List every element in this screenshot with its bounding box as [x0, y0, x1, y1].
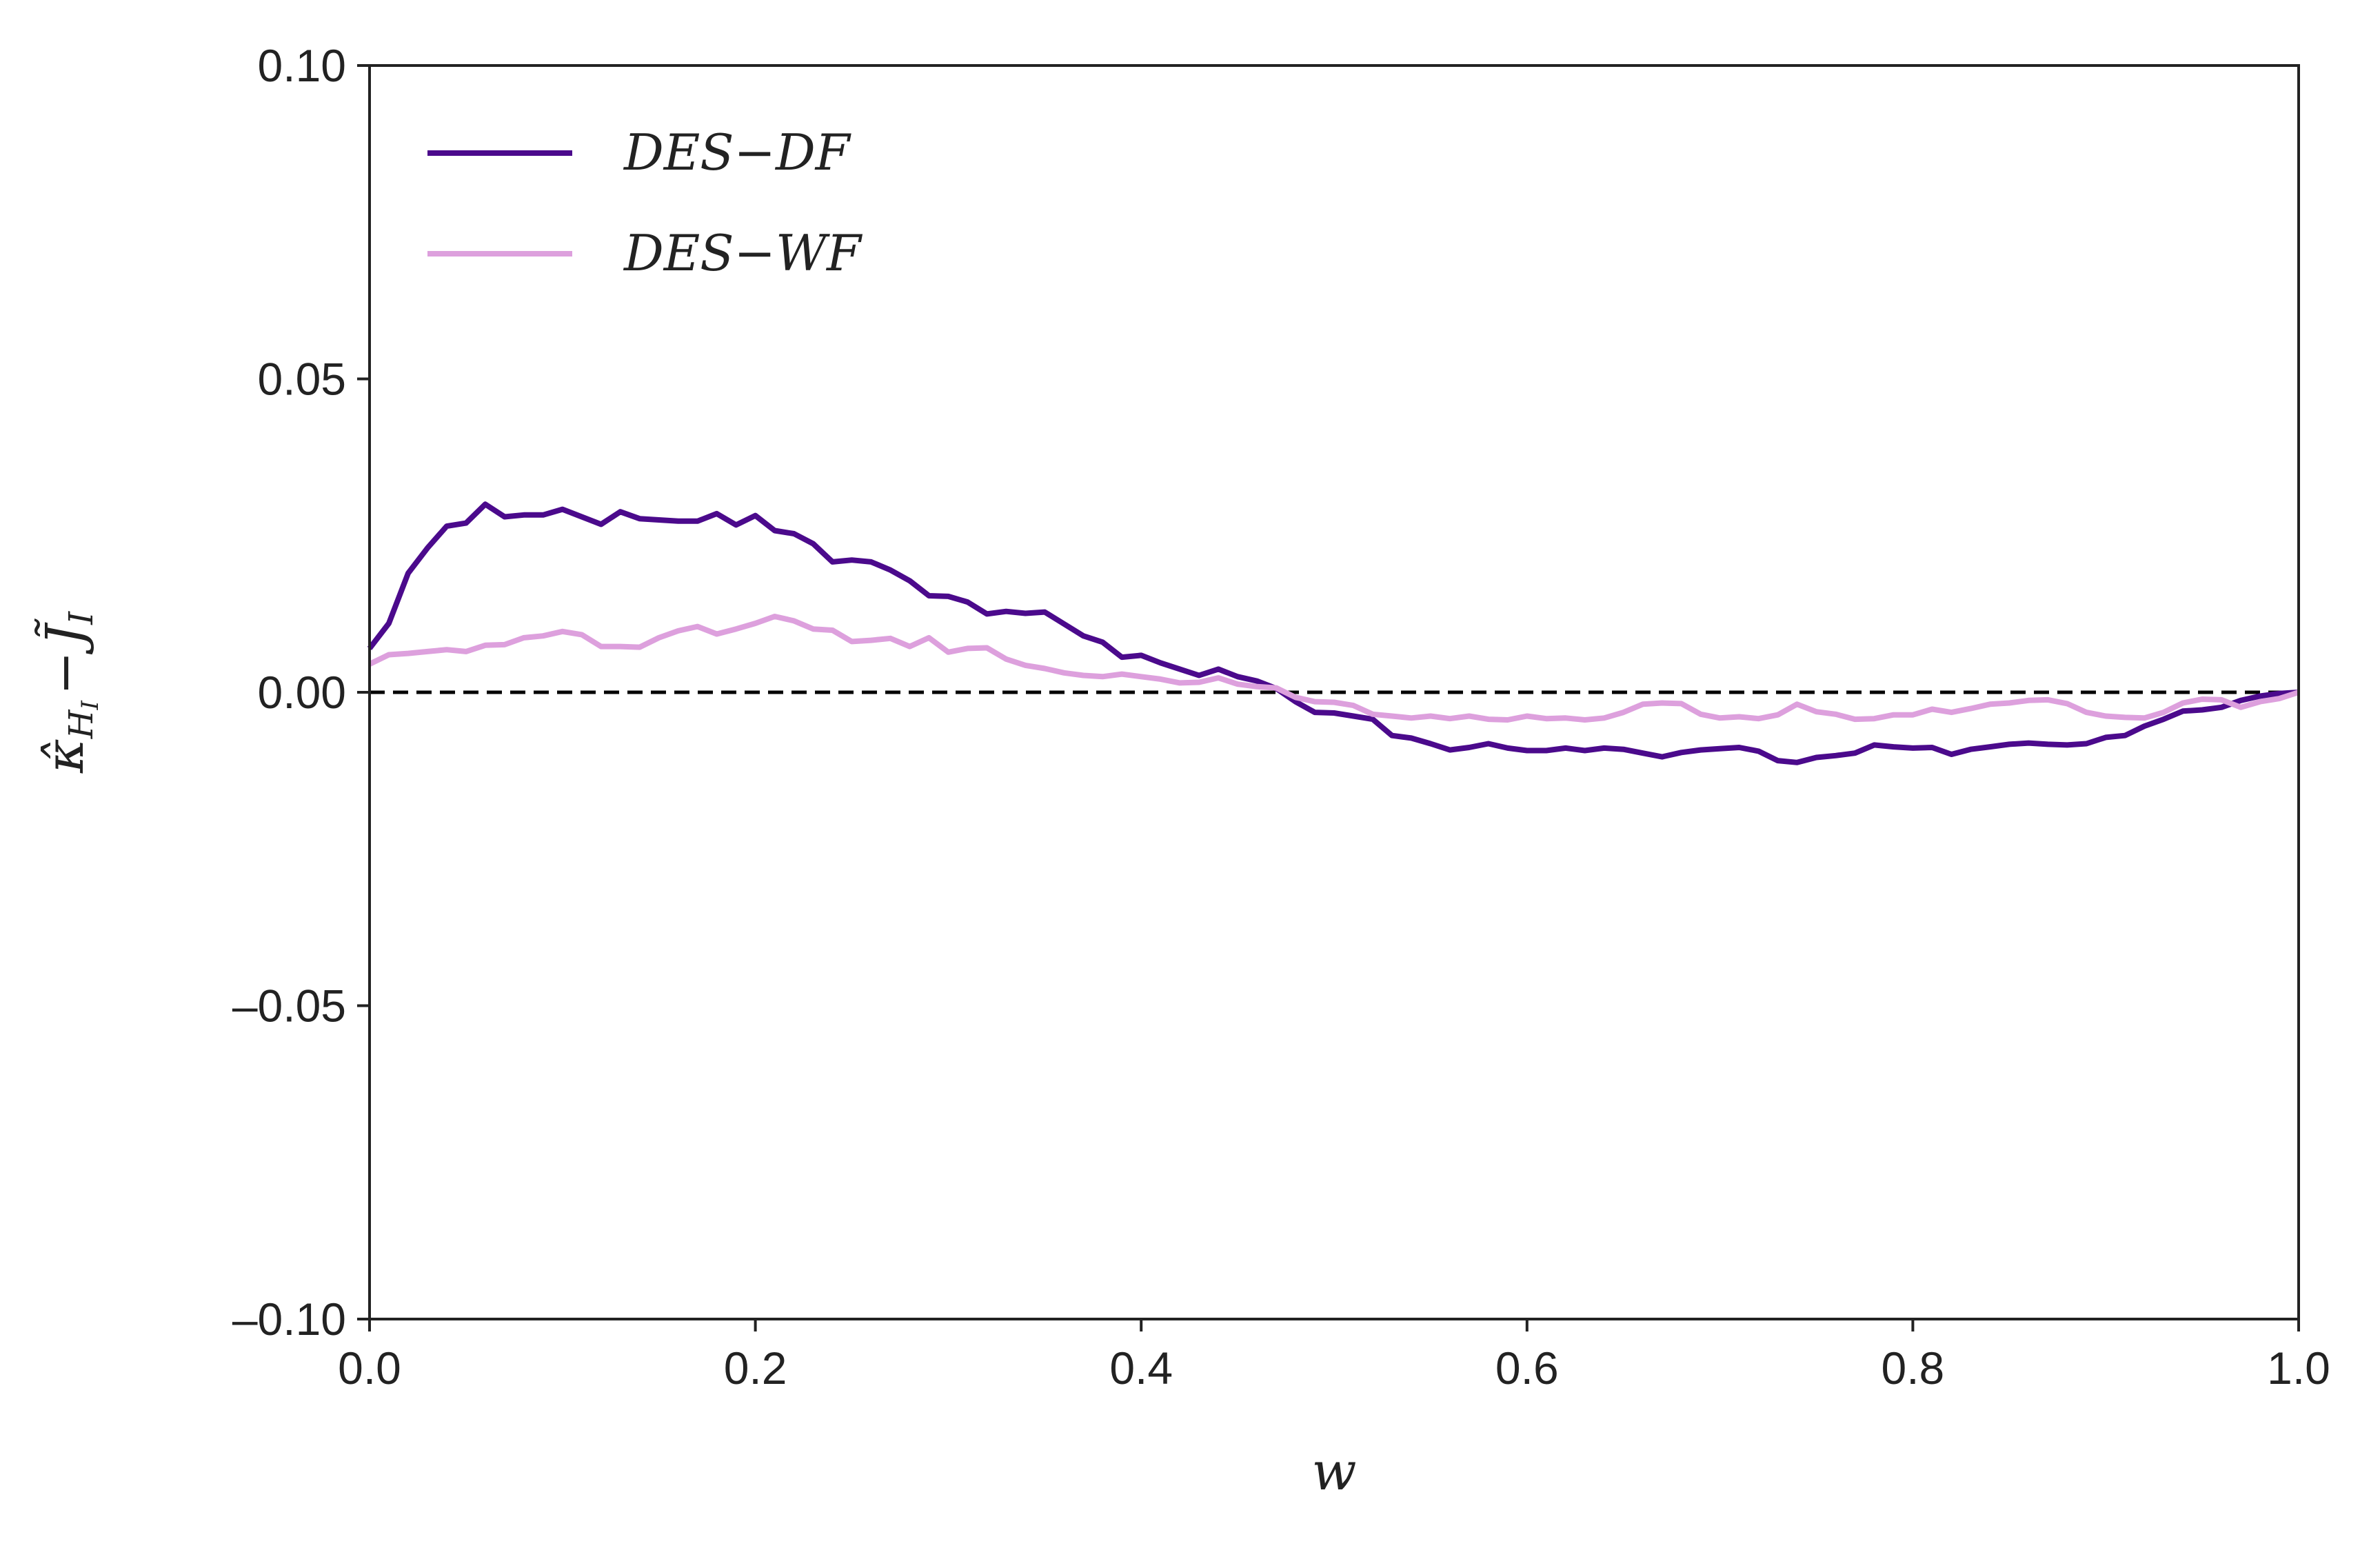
y-label-kappa: κ̂	[34, 738, 95, 774]
y-label-jsub: I	[62, 611, 101, 625]
x-tick-label: 0.6	[1495, 1343, 1559, 1394]
x-tick-label: 0.8	[1882, 1343, 1945, 1394]
series-line-0	[367, 501, 2299, 765]
legend-label-des-df: DES−DF	[623, 123, 852, 181]
x-tick-label: 0.0	[338, 1343, 401, 1394]
y-tick-label: –0.10	[232, 1294, 346, 1345]
y-label-minus: −	[34, 651, 95, 695]
y-tick-label: 0.00	[258, 667, 346, 718]
y-axis-label: κ̂HI−J̃I	[33, 611, 104, 774]
series-group	[367, 501, 2300, 765]
plot-area	[367, 64, 2300, 1320]
y-axis: –0.10 –0.05 0.00 0.05 0.10	[232, 40, 370, 1345]
y-label-sub: H	[62, 709, 101, 739]
y-tick-label: 0.05	[258, 354, 346, 405]
x-axis: 0.0 0.2 0.4 0.6 0.8 1.0	[338, 1319, 2330, 1394]
x-tick-label: 0.4	[1109, 1343, 1173, 1394]
x-tick-label: 0.2	[724, 1343, 787, 1394]
x-axis-label: w	[1311, 1440, 1356, 1502]
y-label-subsub: I	[77, 700, 104, 710]
x-tick-label: 1.0	[2267, 1343, 2330, 1394]
y-tick-label: 0.10	[258, 40, 346, 91]
series-line-1	[368, 614, 2300, 723]
y-tick-label: –0.05	[232, 981, 346, 1032]
legend: DES−DF DES−WF	[427, 123, 863, 282]
legend-label-des-wf: DES−WF	[623, 224, 863, 282]
